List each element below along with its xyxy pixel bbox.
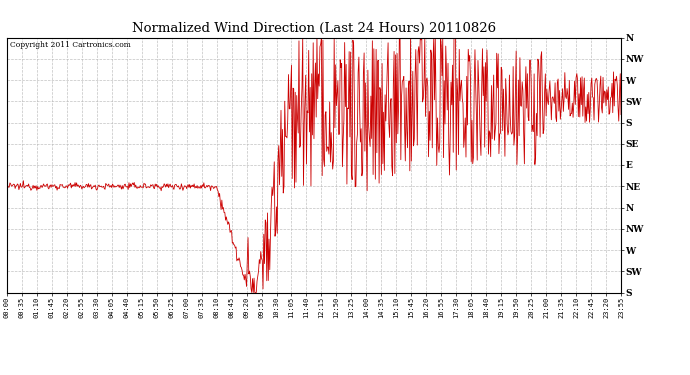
Title: Normalized Wind Direction (Last 24 Hours) 20110826: Normalized Wind Direction (Last 24 Hours…: [132, 22, 496, 35]
Text: Copyright 2011 Cartronics.com: Copyright 2011 Cartronics.com: [10, 41, 131, 50]
